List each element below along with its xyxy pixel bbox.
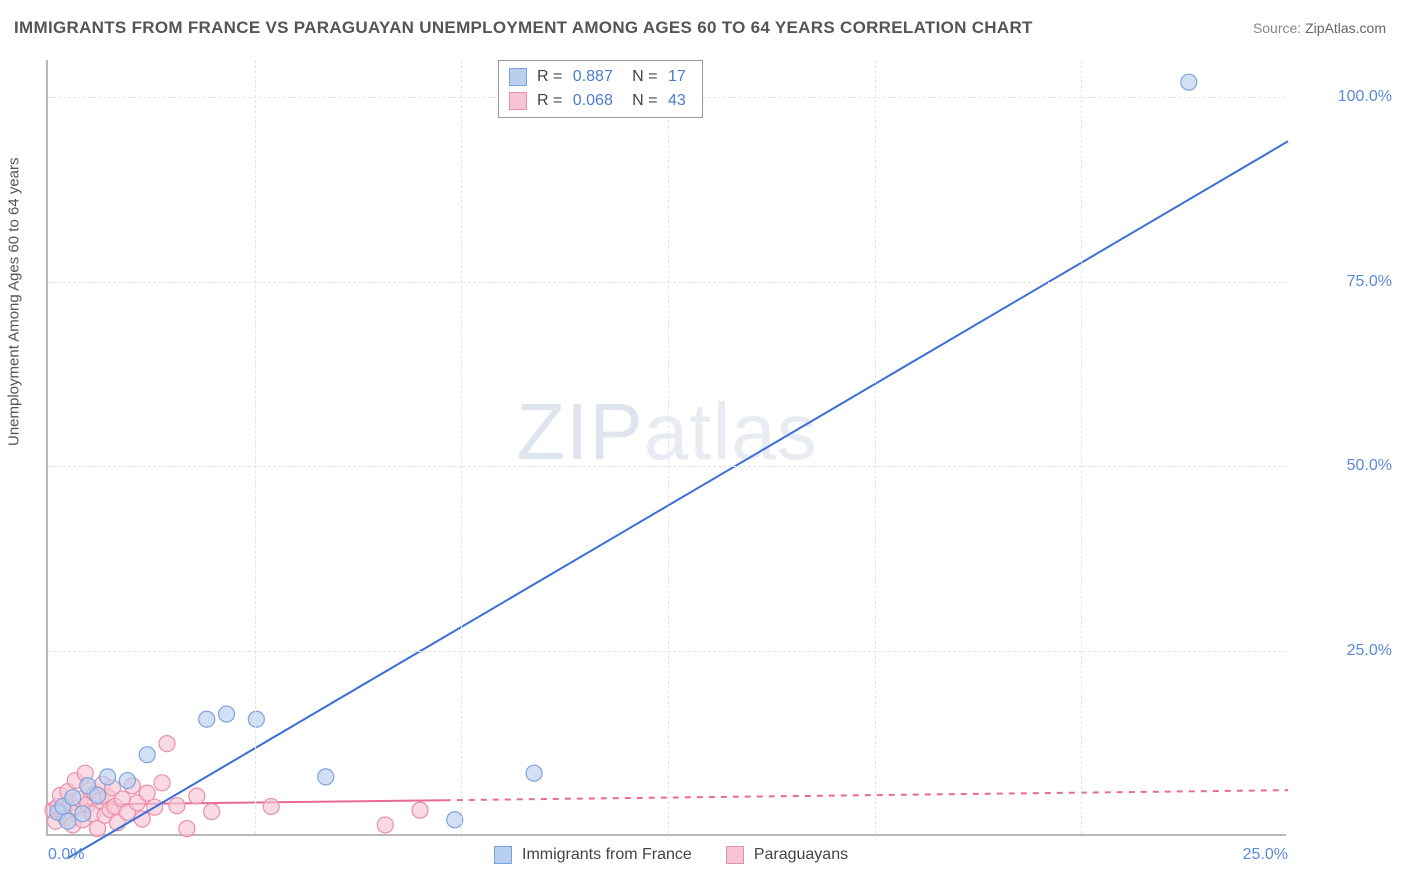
y-tick-label: 75.0% xyxy=(1296,273,1392,291)
gridline-vertical xyxy=(1081,60,1082,834)
scatter-point xyxy=(154,775,170,791)
source-attribution: Source: ZipAtlas.com xyxy=(1253,20,1386,36)
scatter-point xyxy=(263,798,279,814)
scatter-point xyxy=(412,802,428,818)
legend-swatch xyxy=(494,846,512,864)
legend-swatch xyxy=(726,846,744,864)
stats-text: R = 0.887 N = 17 xyxy=(537,65,692,89)
scatter-point xyxy=(189,788,205,804)
legend-label: Immigrants from France xyxy=(522,846,692,864)
y-tick-label: 25.0% xyxy=(1296,642,1392,660)
scatter-point xyxy=(100,769,116,785)
scatter-point xyxy=(139,747,155,763)
scatter-point xyxy=(75,806,91,822)
source-prefix: Source: xyxy=(1253,20,1305,36)
stats-row: R = 0.887 N = 17 xyxy=(509,65,692,89)
scatter-point xyxy=(169,798,185,814)
gridline-vertical xyxy=(461,60,462,834)
scatter-point xyxy=(119,773,135,789)
chart-title: IMMIGRANTS FROM FRANCE VS PARAGUAYAN UNE… xyxy=(14,18,1033,38)
chart-container: IMMIGRANTS FROM FRANCE VS PARAGUAYAN UNE… xyxy=(0,0,1406,892)
scatter-point xyxy=(199,711,215,727)
x-tick-label: 0.0% xyxy=(48,846,84,864)
x-tick-label: 25.0% xyxy=(1243,846,1288,864)
stats-text: R = 0.068 N = 43 xyxy=(537,89,692,113)
scatter-point xyxy=(159,736,175,752)
scatter-point xyxy=(139,785,155,801)
scatter-point xyxy=(65,790,81,806)
trend-line-dashed xyxy=(445,790,1288,800)
gridline-horizontal xyxy=(48,282,1286,283)
scatter-point xyxy=(1181,74,1197,90)
gridline-vertical xyxy=(255,60,256,834)
source-name: ZipAtlas.com xyxy=(1305,20,1386,36)
scatter-point xyxy=(526,765,542,781)
scatter-point xyxy=(90,787,106,803)
y-tick-label: 100.0% xyxy=(1296,88,1392,106)
scatter-svg xyxy=(48,60,1286,834)
scatter-point xyxy=(318,769,334,785)
gridline-vertical xyxy=(875,60,876,834)
series-swatch xyxy=(509,68,527,86)
scatter-point xyxy=(219,706,235,722)
correlation-stats-box: R = 0.887 N = 17R = 0.068 N = 43 xyxy=(498,60,703,118)
legend: Immigrants from France Paraguayans xyxy=(488,844,878,866)
series-swatch xyxy=(509,92,527,110)
trend-line xyxy=(68,141,1288,858)
gridline-horizontal xyxy=(48,651,1286,652)
scatter-point xyxy=(204,804,220,820)
plot-area: ZIPatlas 25.0%50.0%75.0%100.0%0.0%25.0%R… xyxy=(46,60,1286,836)
scatter-point xyxy=(377,817,393,833)
scatter-point xyxy=(179,821,195,837)
legend-label: Paraguayans xyxy=(754,846,848,864)
stats-row: R = 0.068 N = 43 xyxy=(509,89,692,113)
y-tick-label: 50.0% xyxy=(1296,457,1392,475)
gridline-vertical xyxy=(668,60,669,834)
gridline-horizontal xyxy=(48,466,1286,467)
scatter-point xyxy=(248,711,264,727)
y-axis-label: Unemployment Among Ages 60 to 64 years xyxy=(6,157,23,446)
scatter-point xyxy=(60,813,76,829)
